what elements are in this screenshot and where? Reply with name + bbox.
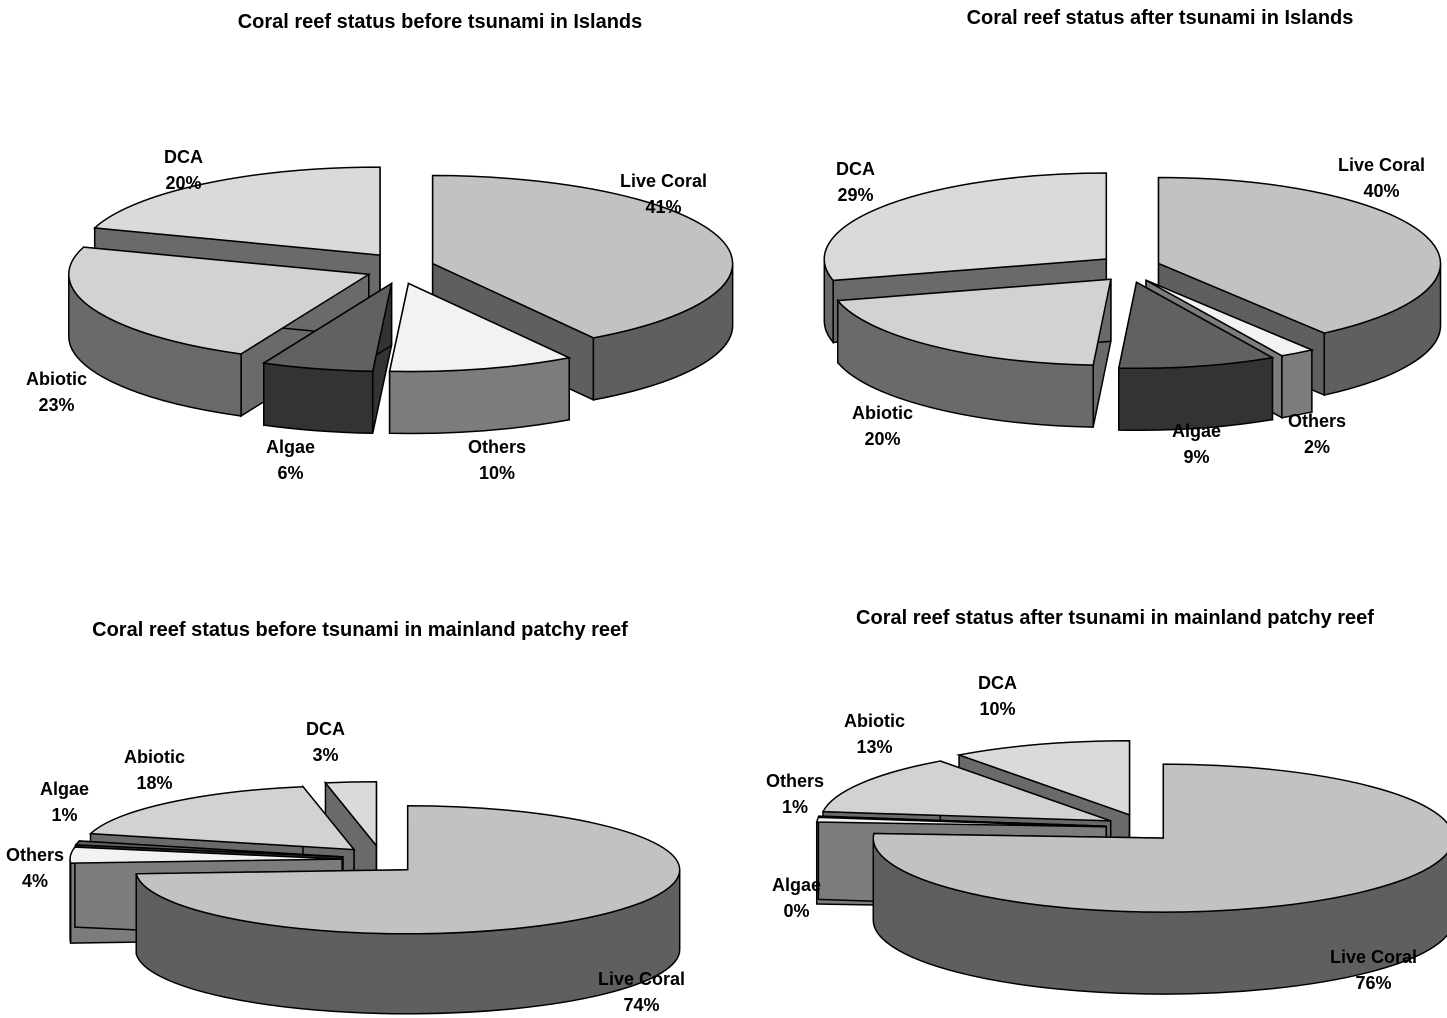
chart-3-label-abiotic: Abiotic 18% xyxy=(124,747,185,793)
chart-1-label-live-coral: Live Coral 41% xyxy=(620,171,708,217)
chart-3-title: Coral reef status before tsunami in main… xyxy=(92,619,628,641)
chart-2-label-live-coral: Live Coral 40% xyxy=(1338,155,1426,201)
pie-chart-1 xyxy=(68,166,734,435)
chart-2-label-others: Others 2% xyxy=(1288,411,1347,457)
chart-3-label-dca: DCA 3% xyxy=(306,719,345,765)
chart-2-label-abiotic: Abiotic 20% xyxy=(852,403,913,449)
chart-1-label-others: Others 10% xyxy=(468,437,527,483)
pie-chart-4 xyxy=(815,740,1447,995)
pie-slice-live-coral xyxy=(135,805,681,1015)
pie-chart-3 xyxy=(69,780,681,1015)
chart-4-title: Coral reef status after tsunami in mainl… xyxy=(856,607,1374,629)
chart-1-label-abiotic: Abiotic 23% xyxy=(26,369,87,415)
chart-1-title: Coral reef status before tsunami in Isla… xyxy=(237,11,643,33)
chart-4-label-dca: DCA 10% xyxy=(978,673,1017,719)
pie-slice-abiotic xyxy=(836,278,1112,428)
chart-4-label-live-coral: Live Coral 76% xyxy=(1330,947,1418,993)
chart-3-label-live-coral: Live Coral 74% xyxy=(598,969,686,1015)
chart-3-label-algae: Algae 1% xyxy=(40,779,90,825)
chart-3-label-others: Others 4% xyxy=(6,845,65,891)
pie-chart-2 xyxy=(823,172,1442,432)
pie-slice-algae xyxy=(261,281,393,435)
chart-2-label-algae: Algae 9% xyxy=(1172,421,1222,467)
pie-slice-others xyxy=(388,282,572,435)
chart-4-label-abiotic: Abiotic 13% xyxy=(844,711,905,757)
pie-slice-live-coral xyxy=(872,763,1447,995)
chart-4-label-others: Others 1% xyxy=(766,771,825,817)
chart-2-label-dca: DCA 29% xyxy=(836,159,875,205)
chart-1-label-dca: DCA 20% xyxy=(164,147,203,193)
chart-4-label-algae: Algae 0% xyxy=(772,875,822,921)
pie-slice-algae xyxy=(1117,281,1275,432)
chart-2-title: Coral reef status after tsunami in Islan… xyxy=(966,7,1354,29)
chart-1-label-algae: Algae 6% xyxy=(266,437,316,483)
